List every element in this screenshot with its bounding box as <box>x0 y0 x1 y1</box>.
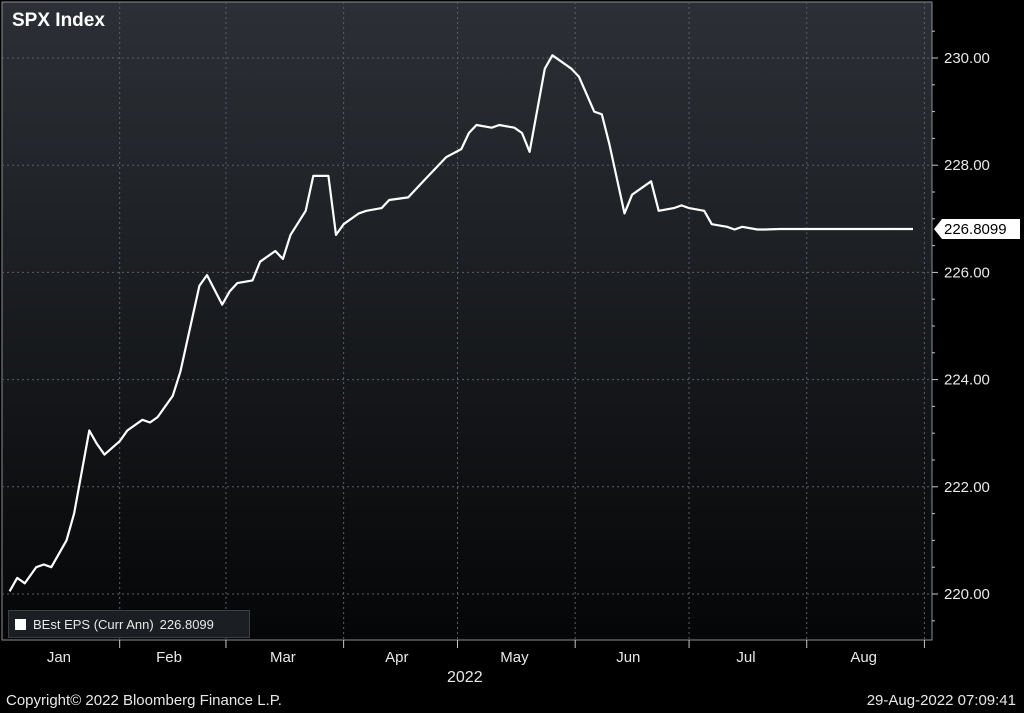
legend-label: BEst EPS (Curr Ann) <box>33 616 154 632</box>
y-tick-label: 220.00 <box>944 586 990 603</box>
legend: BEst EPS (Curr Ann) 226.8099 <box>8 610 250 638</box>
x-tick-label: Mar <box>270 649 296 666</box>
y-tick-label: 222.00 <box>944 479 990 496</box>
y-axis: 220.00 222.00 224.00 226.00 228.00 230.00 <box>932 30 990 622</box>
last-value-marker: 226.8099 <box>934 218 1020 239</box>
plot-area <box>1 1 933 641</box>
last-value-label: 226.8099 <box>944 221 1007 238</box>
x-tick-label: May <box>500 649 529 666</box>
chart-title: SPX Index <box>12 10 105 31</box>
x-axis: Jan Feb Mar Apr May Jun Jul Aug <box>47 640 925 666</box>
series-layer <box>8 54 913 592</box>
x-tick-label: Feb <box>156 649 182 666</box>
x-tick-label: Apr <box>385 649 408 666</box>
last-value-box <box>934 218 1020 239</box>
x-tick-label: Jan <box>47 649 71 666</box>
timestamp-text: 29-Aug-2022 07:09:41 <box>866 692 1016 709</box>
year-label: 2022 <box>447 669 483 686</box>
grid-layer <box>2 2 932 640</box>
x-tick-label: Jun <box>616 649 640 666</box>
x-tick-label: Aug <box>850 649 877 666</box>
legend-value: 226.8099 <box>159 616 214 632</box>
copyright-text: Copyright© 2022 Bloomberg Finance L.P. <box>6 692 282 709</box>
y-tick-label: 224.00 <box>944 372 990 389</box>
legend-swatch <box>15 618 26 630</box>
y-tick-label: 230.00 <box>944 50 990 67</box>
y-tick-label: 226.00 <box>944 264 990 281</box>
y-tick-label: 228.00 <box>944 157 990 174</box>
series-line <box>8 54 913 592</box>
x-tick-label: Jul <box>736 649 755 666</box>
